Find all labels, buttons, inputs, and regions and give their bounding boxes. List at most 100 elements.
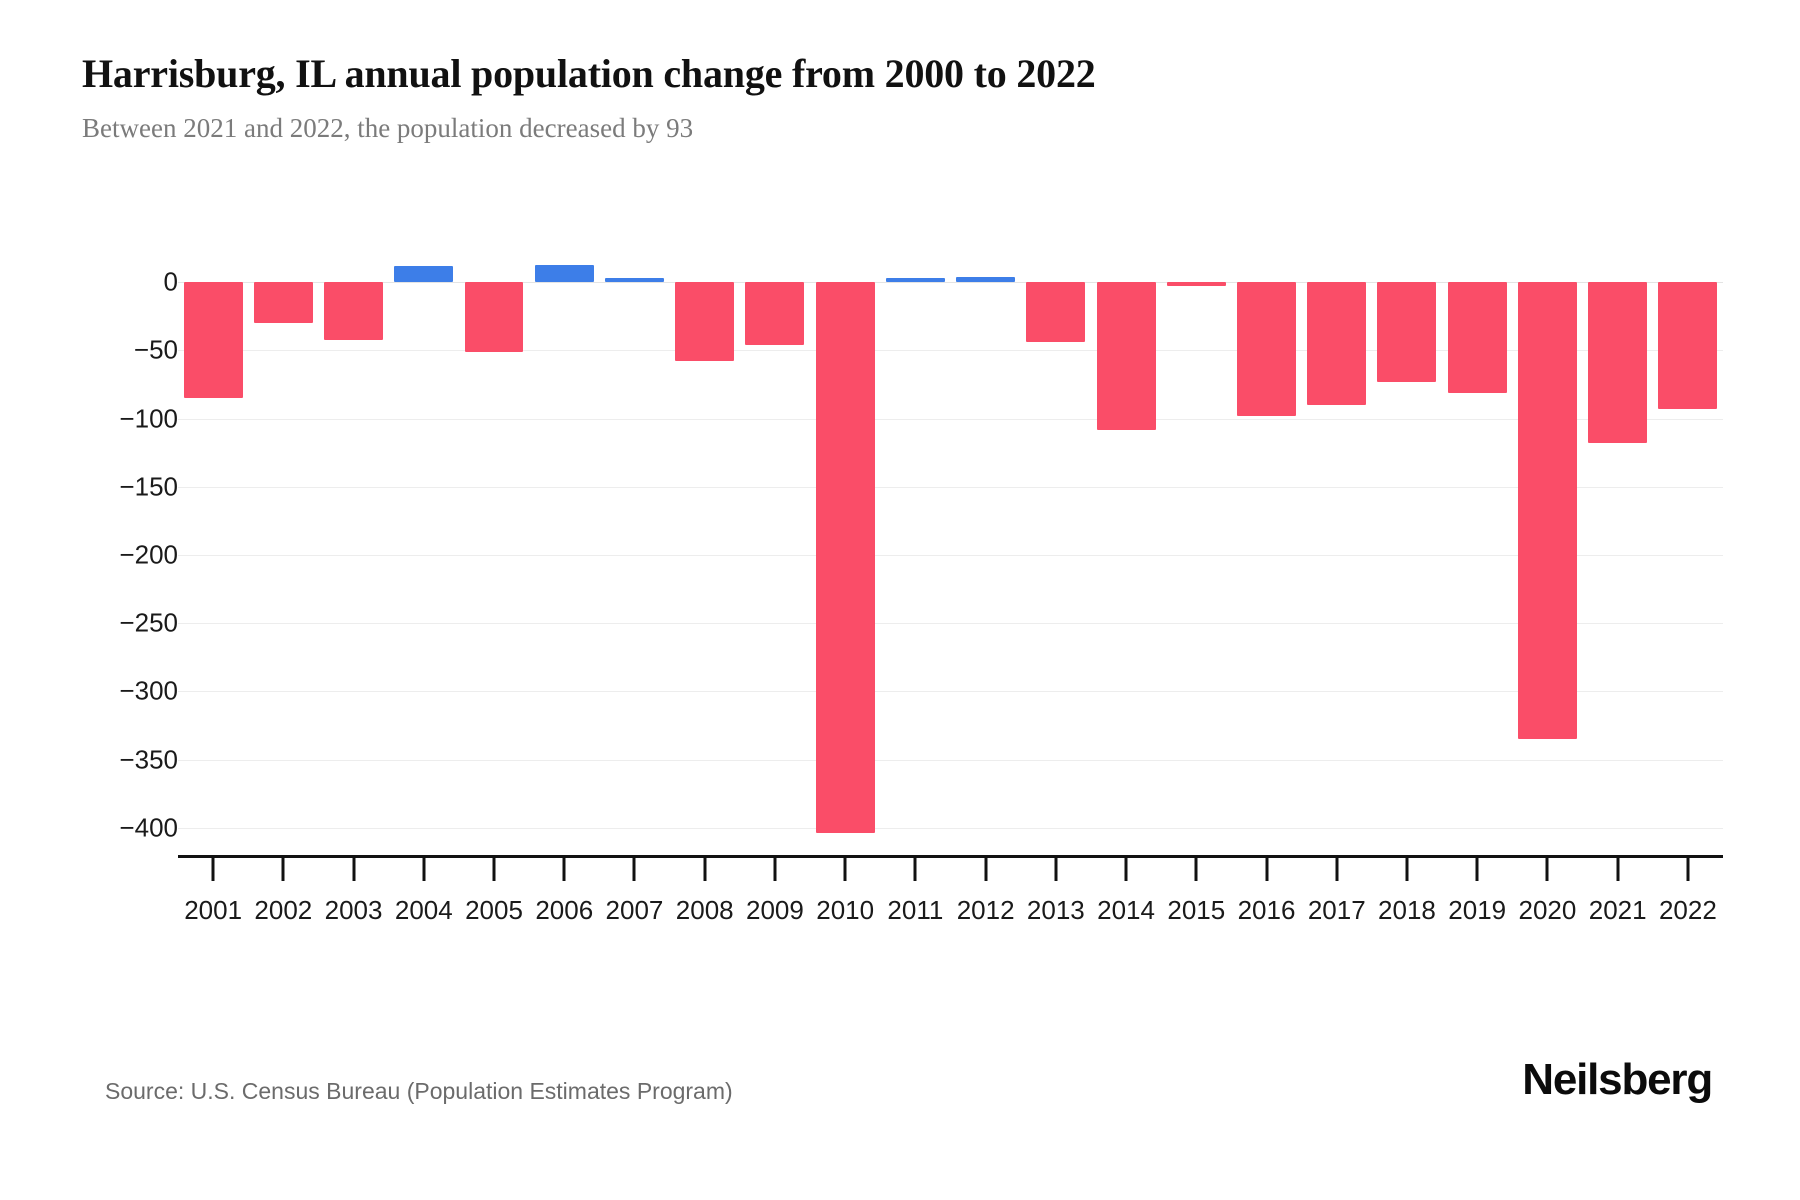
bar-slot	[1161, 255, 1231, 855]
bar[interactable]	[1307, 282, 1367, 405]
x-axis-labels: 2001 2002 2003 2004 2005 2006 2007 2008 2009 2010…	[178, 895, 1723, 935]
x-axis-tick	[1545, 855, 1549, 881]
y-tick-label: −200	[119, 539, 178, 570]
y-tick-label: −100	[119, 403, 178, 434]
bar-slot	[1372, 255, 1442, 855]
x-axis-line	[178, 855, 1723, 858]
x-tick-label: 2011	[887, 895, 944, 925]
page-title: Harrisburg, IL annual population change …	[82, 51, 1096, 96]
chart-subtitle: Between 2021 and 2022, the population de…	[82, 113, 694, 143]
bar[interactable]	[745, 282, 805, 345]
bar[interactable]	[464, 282, 524, 352]
bar-slot	[248, 255, 318, 855]
bar-slot	[389, 255, 459, 855]
y-axis: 0 −50 −100 −150 −200 −250 −300 −350 −400	[0, 255, 178, 855]
bar-slot	[670, 255, 740, 855]
bar[interactable]	[324, 282, 384, 340]
x-tick-label: 2016	[1237, 895, 1296, 925]
x-axis-tick	[562, 855, 566, 881]
bar-slot	[1583, 255, 1653, 855]
bar[interactable]	[394, 265, 454, 283]
bar-series	[178, 255, 1723, 855]
gridline	[178, 555, 1723, 556]
x-axis-tick	[984, 855, 988, 881]
y-tick-label: −150	[119, 471, 178, 502]
x-axis-tick	[492, 855, 496, 881]
x-axis-tick	[1686, 855, 1690, 881]
bar[interactable]	[1237, 282, 1296, 416]
bar[interactable]	[1377, 282, 1437, 382]
bar-slot	[599, 255, 669, 855]
bar[interactable]	[1517, 282, 1577, 740]
x-tick-label: 2012	[956, 895, 1015, 925]
bar[interactable]	[1447, 282, 1507, 393]
x-tick-label: 2009	[746, 895, 804, 925]
bar[interactable]	[1658, 282, 1718, 410]
bar-slot	[1231, 255, 1301, 855]
bar[interactable]	[253, 282, 313, 324]
bar[interactable]	[534, 264, 594, 283]
x-axis-tick	[1475, 855, 1479, 881]
x-tick-label: 2005	[465, 895, 523, 925]
brand-logo: Neilsberg	[1522, 1055, 1713, 1104]
bar[interactable]	[1166, 282, 1226, 287]
x-tick-label: 2017	[1307, 895, 1366, 925]
x-tick-label: 2004	[394, 895, 453, 925]
x-axis-tick	[1616, 855, 1620, 881]
x-tick-label: 2006	[535, 895, 594, 925]
y-tick-label: −300	[119, 675, 178, 706]
bar-slot	[459, 255, 529, 855]
x-axis-tick	[843, 855, 847, 881]
chart-header: Harrisburg, IL annual population change …	[82, 52, 1722, 144]
bar[interactable]	[956, 276, 1016, 283]
bar-slot	[880, 255, 950, 855]
bar-slot	[178, 255, 248, 855]
bar-slot	[1091, 255, 1161, 855]
gridline	[178, 418, 1723, 420]
bar[interactable]	[604, 278, 664, 283]
bar[interactable]	[1588, 282, 1648, 444]
bar-slot	[1021, 255, 1091, 855]
x-tick-label: 2018	[1378, 895, 1436, 925]
bar-slot	[1442, 255, 1512, 855]
chart-plot-area: 0 −50 −100 −150 −200 −250 −300 −350 −400 2001 200…	[0, 255, 1800, 925]
gridline	[178, 350, 1723, 352]
x-axis-tick	[422, 855, 426, 881]
x-axis-tick	[773, 855, 777, 881]
x-tick-label: 2008	[675, 895, 734, 925]
x-axis-tick	[1194, 855, 1198, 881]
bar-slot	[810, 255, 880, 855]
gridline	[178, 623, 1723, 625]
bar[interactable]	[1096, 282, 1156, 430]
bar[interactable]	[183, 282, 243, 399]
x-tick-label: 2003	[324, 895, 383, 925]
y-tick-label: −400	[119, 812, 178, 843]
bar[interactable]	[815, 282, 875, 834]
y-tick-label: −50	[133, 334, 178, 365]
bar-slot	[1302, 255, 1372, 855]
bar[interactable]	[1026, 282, 1086, 343]
x-tick-label: 2019	[1448, 895, 1507, 925]
y-tick-label: −350	[119, 744, 178, 775]
x-tick-label: 2022	[1658, 895, 1717, 925]
x-axis-tick	[1124, 855, 1128, 881]
x-axis-tick	[913, 855, 917, 881]
bar-slot	[1653, 255, 1723, 855]
x-axis-ticks	[178, 855, 1723, 885]
x-tick-label: 2014	[1097, 895, 1155, 925]
x-axis-tick	[1265, 855, 1269, 881]
bar[interactable]	[675, 282, 735, 362]
x-tick-label: 2010	[816, 895, 875, 925]
gridline	[178, 486, 1723, 488]
y-tick-label: −250	[119, 607, 178, 638]
bar[interactable]	[885, 278, 945, 283]
x-axis-tick	[1405, 855, 1409, 881]
x-axis-tick	[352, 855, 356, 881]
bar-slot	[740, 255, 810, 855]
x-tick-label: 2020	[1518, 895, 1577, 925]
gridline	[178, 759, 1723, 761]
gridline	[178, 691, 1723, 693]
x-tick-label: 2021	[1588, 895, 1647, 925]
gridline	[178, 282, 1723, 284]
